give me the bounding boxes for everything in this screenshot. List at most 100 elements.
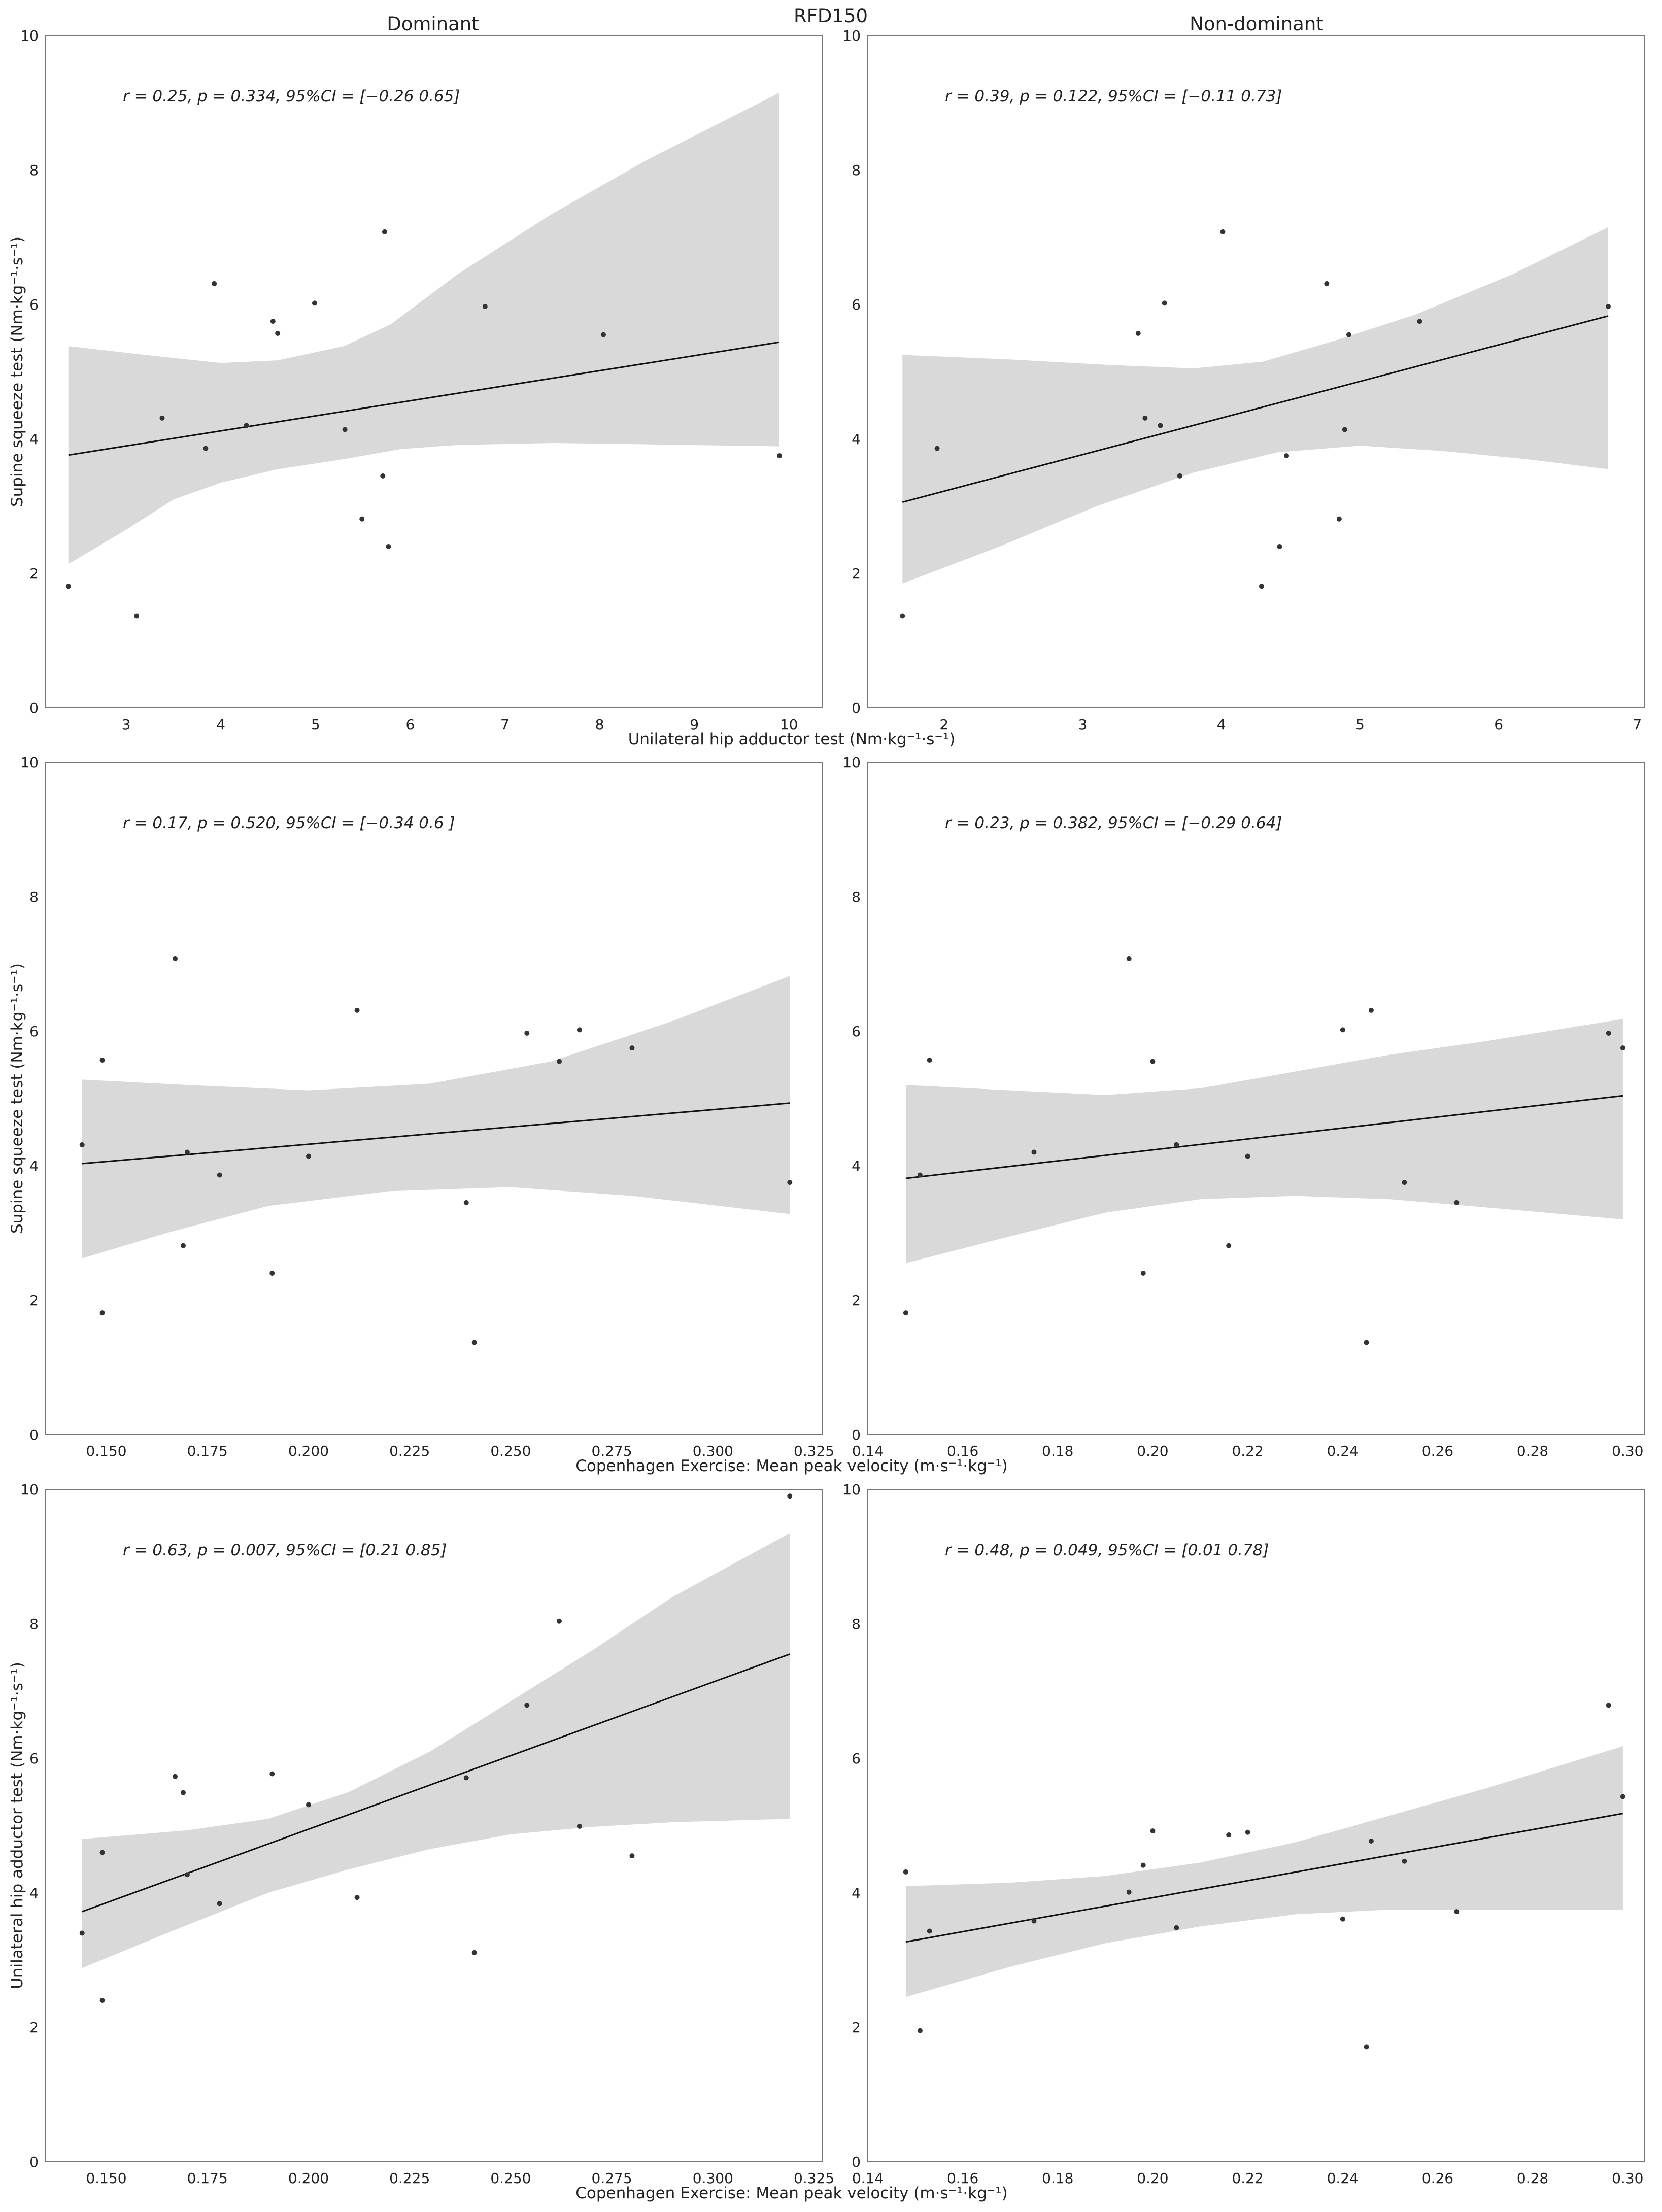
data-point (1226, 1832, 1232, 1838)
x-tick-label: 0.200 (288, 1443, 329, 1459)
correlation-annotation: r = 0.25, p = 0.334, 95%CI = [−0.26 0.65… (123, 87, 460, 106)
data-point (1142, 415, 1148, 421)
x-tick-label: 10 (780, 716, 798, 733)
data-point (1324, 281, 1330, 286)
data-point (1174, 1925, 1179, 1930)
x-tick-label: 0.300 (693, 1443, 733, 1459)
data-point (217, 1172, 222, 1178)
data-point (244, 423, 249, 428)
data-point (173, 1774, 178, 1779)
data-point (180, 1243, 186, 1248)
x-tick-label: 5 (1355, 716, 1365, 733)
y-tick-label: 8 (29, 162, 39, 179)
regression-line (905, 1813, 1623, 1943)
axes-frame (45, 762, 823, 1435)
x-tick-label: 4 (216, 716, 225, 733)
data-point (1620, 1045, 1625, 1051)
data-point (1402, 1858, 1407, 1864)
data-point (99, 1850, 105, 1855)
data-point (1284, 453, 1290, 459)
x-axis-label: Copenhagen Exercise: Mean peak velocity … (575, 2184, 1008, 2202)
y-tick-label: 0 (29, 2154, 39, 2170)
y-axis-label: Unilateral hip adductor test (Nm·kg⁻¹·s⁻… (8, 1662, 26, 1989)
data-point (99, 1057, 105, 1063)
y-tick-label: 8 (852, 162, 861, 179)
confidence-band (902, 227, 1608, 584)
data-point (354, 1007, 360, 1013)
data-point (1402, 1180, 1407, 1185)
regression-line (905, 1095, 1623, 1179)
x-tick-label: 6 (405, 716, 415, 733)
data-point (1158, 423, 1163, 428)
data-point (1177, 473, 1182, 479)
x-tick-label: 3 (122, 716, 131, 733)
data-point (1346, 332, 1352, 337)
x-tick-label: 5 (311, 716, 320, 733)
y-tick-label: 8 (852, 889, 861, 905)
regression-line (902, 315, 1609, 503)
data-point (184, 1149, 190, 1155)
data-point (787, 1180, 793, 1185)
data-point (184, 1872, 190, 1878)
x-tick-label: 2 (939, 716, 948, 733)
y-tick-label: 4 (29, 1885, 39, 1901)
data-point (1277, 544, 1282, 549)
x-tick-label: 0.18 (1042, 2170, 1073, 2187)
data-point (1340, 1916, 1345, 1922)
x-tick-label: 0.20 (1137, 1443, 1168, 1459)
data-point (917, 2028, 923, 2033)
x-tick-label: 0.26 (1422, 1443, 1453, 1459)
data-point (1368, 1007, 1374, 1013)
y-tick-label: 6 (29, 1023, 39, 1040)
y-tick-label: 6 (852, 1023, 861, 1040)
x-tick-label: 9 (690, 716, 699, 733)
x-tick-label: 0.250 (490, 1443, 531, 1459)
panel-2-1: 0.14 0.16 0.18 0.20 0.22 0.24 0.26 0.28 0.30 0 2 4 6… (842, 1481, 1645, 2187)
data-point (1364, 2044, 1369, 2050)
data-point (1454, 1909, 1460, 1915)
x-tick-label: 3 (1078, 716, 1088, 733)
x-tick-label: 0.22 (1232, 1443, 1263, 1459)
panel-0-1: 2 3 4 5 6 7 0 2 4 6 8 10 r = 0.39, p = 0.122, 95%CI … (842, 27, 1645, 733)
data-point (99, 1998, 105, 2003)
data-point (1606, 1703, 1611, 1708)
y-tick-label: 2 (29, 1292, 39, 1309)
data-point (471, 1950, 477, 1955)
y-tick-label: 6 (29, 1750, 39, 1767)
x-tick-label: 0.28 (1517, 1443, 1548, 1459)
y-tick-label: 8 (29, 1616, 39, 1632)
y-tick-label: 2 (852, 1292, 861, 1309)
data-point (576, 1823, 582, 1829)
x-tick-label: 0.150 (86, 1443, 126, 1459)
y-tick-label: 6 (852, 1750, 861, 1767)
data-point (134, 613, 140, 619)
x-tick-label: 0.24 (1327, 1443, 1359, 1459)
x-tick-label: 0.175 (187, 1443, 228, 1459)
y-tick-label: 10 (842, 1481, 861, 1498)
y-tick-label: 2 (29, 2019, 39, 2036)
y-tick-label: 4 (29, 1158, 39, 1174)
data-point (180, 1790, 186, 1795)
data-point (903, 1869, 908, 1875)
data-point (917, 1172, 923, 1178)
y-axis-label: Supine squeeze test (Nm·kg⁻¹·s⁻¹) (8, 236, 26, 507)
x-tick-label: 0.175 (187, 2170, 228, 2187)
data-point (1336, 516, 1342, 522)
axes-frame (867, 762, 1645, 1435)
correlation-annotation: r = 0.63, p = 0.007, 95%CI = [0.21 0.85] (123, 1541, 447, 1559)
data-point (380, 473, 386, 479)
panel-0-0: 3 4 5 6 7 8 9 10 0 2 4 6 8 10 r = 0.25, p = 0.334, 95%… (8, 27, 955, 748)
x-axis-label: Unilateral hip adductor test (Nm·kg⁻¹·s⁻… (628, 730, 956, 748)
y-tick-label: 2 (852, 2019, 861, 2036)
axes-frame (867, 35, 1645, 708)
regression-line (82, 1653, 790, 1913)
correlation-annotation: r = 0.39, p = 0.122, 95%CI = [−0.11 0.73… (945, 87, 1282, 106)
y-tick-label: 4 (29, 431, 39, 448)
x-tick-label: 0.30 (1612, 1443, 1643, 1459)
data-point (354, 1895, 360, 1900)
column-title-non-dominant: Non-dominant (1190, 13, 1324, 35)
data-point (903, 1310, 908, 1316)
x-axis-label: Copenhagen Exercise: Mean peak velocity … (575, 1457, 1008, 1475)
y-tick-label: 8 (29, 889, 39, 905)
